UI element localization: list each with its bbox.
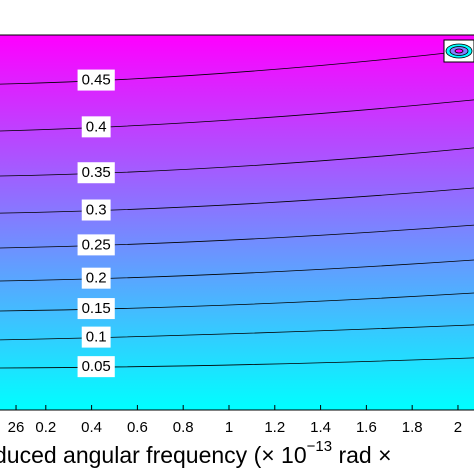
x-tick-label: 2 (454, 419, 462, 436)
plot-area (0, 35, 474, 410)
contour-line (0, 324, 474, 341)
x-tick-label: 0.4 (81, 419, 102, 436)
x-tick-label: 1 (225, 419, 233, 436)
contour-line (0, 147, 474, 177)
x-tick-label: 26 (8, 419, 25, 436)
contour-label-box (77, 298, 115, 320)
contour-label-box (77, 356, 115, 378)
x-tick-label: 1.2 (264, 419, 285, 436)
contour-label: 0.45 (82, 72, 111, 89)
contour-label: 0.1 (86, 329, 107, 346)
contour-line (0, 292, 474, 312)
x-tick-label: 0.2 (35, 419, 56, 436)
x-tick-label: 1.4 (310, 419, 331, 436)
contour-label: 0.3 (86, 202, 107, 219)
contour-label-box (81, 267, 111, 289)
contour-label: 0.05 (82, 358, 111, 375)
x-tick-label: 0.8 (173, 419, 194, 436)
x-tick-label: 1.8 (402, 419, 423, 436)
contour-label: 0.2 (86, 270, 107, 287)
contour-label-box (81, 326, 111, 348)
contour-label-box (81, 116, 111, 138)
contour-line (0, 259, 474, 282)
contour-line (0, 49, 474, 85)
contour-label: 0.15 (82, 300, 111, 317)
x-axis-label: duced angular frequency (× 10−13 rad × (0, 438, 392, 468)
legend-icon (443, 39, 474, 63)
contour-label-box (77, 162, 115, 184)
contour-label-box (81, 199, 111, 221)
x-tick-label: 0.6 (127, 419, 148, 436)
contour-line (0, 187, 474, 214)
contour-label-box (77, 234, 115, 256)
contour-line (0, 357, 474, 369)
contour-label: 0.25 (82, 236, 111, 253)
contour-line (0, 99, 474, 132)
contour-label: 0.35 (82, 164, 111, 181)
contour-line (0, 224, 474, 249)
contour-label-box (77, 69, 115, 91)
x-tick-label: 1.6 (356, 419, 377, 436)
contour-label: 0.4 (86, 118, 107, 135)
